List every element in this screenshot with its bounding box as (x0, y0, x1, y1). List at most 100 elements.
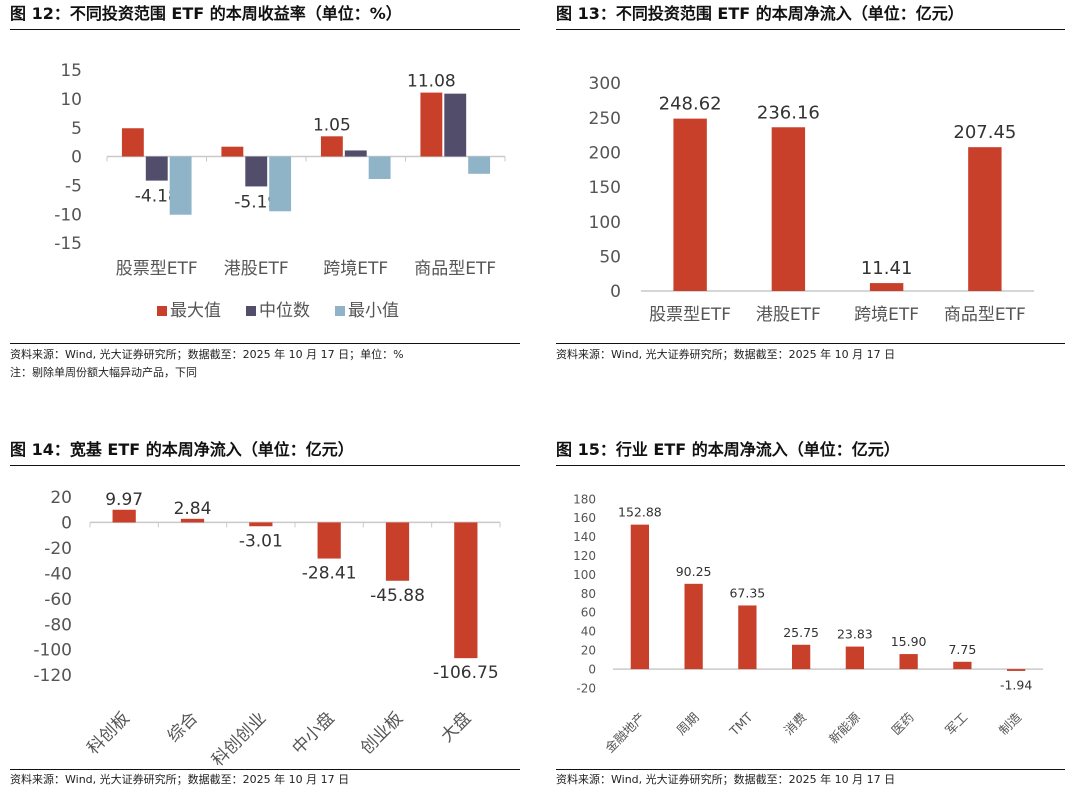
x-category-label: 周期 (673, 710, 701, 738)
bar (344, 150, 367, 157)
y-tick-label: 180 (573, 492, 596, 506)
bar (444, 93, 467, 157)
bar (791, 644, 811, 670)
figure-12-source-note: 资料来源：Wind, 光大证券研究所；数据截至：2025 年 10 月 17 日… (10, 348, 404, 361)
data-label: 67.35 (729, 585, 765, 600)
y-tick-label: 60 (581, 606, 596, 620)
bar (468, 156, 491, 174)
figure-12-bottom-rule (10, 343, 520, 344)
data-label: 1.05 (313, 115, 351, 135)
bar (368, 156, 391, 179)
bar (221, 146, 244, 157)
y-tick-label: -120 (33, 666, 72, 686)
figure-13-source-note: 资料来源：Wind, 光大证券研究所；数据截至：2025 年 10 月 17 日 (556, 348, 896, 361)
figure-14-bottom-rule (10, 769, 520, 770)
figure-14-source-note: 资料来源：Wind, 光大证券研究所；数据截至：2025 年 10 月 17 日 (10, 773, 350, 786)
bar (317, 522, 341, 559)
legend-swatch (246, 306, 256, 316)
data-label: 152.88 (618, 505, 662, 520)
y-tick-label: -20 (44, 539, 72, 559)
data-label: -106.75 (433, 663, 499, 683)
y-tick-label: -80 (44, 615, 72, 635)
x-category-label: 大盘 (437, 708, 475, 746)
figure-14-chart: 20 0 -20 -40 -60 -80 -100 -120 9.97 科创板 2.84 综合 -3.0… (33, 488, 501, 767)
figure-12-panel: 图 12：不同投资范围 ETF 的本周收益率（单位：%） 15 10 5 0 -5 -10… (10, 0, 520, 385)
figure-12-footnote: 注：剔除单周份额大幅异动产品，下同 (10, 366, 197, 379)
legend-swatch (335, 306, 345, 316)
bar (953, 661, 972, 670)
data-label: 11.41 (861, 258, 913, 279)
figure-15-top-rule (556, 465, 1065, 466)
x-category-label: TMT (726, 709, 756, 739)
y-tick-label: -10 (54, 205, 82, 225)
bar (454, 522, 478, 659)
bar (249, 522, 273, 527)
y-tick-label: 200 (589, 143, 621, 163)
bar (673, 118, 707, 291)
bar (121, 128, 144, 157)
x-category-label: 科创板 (83, 708, 133, 758)
figure-14-title: 图 14：宽基 ETF 的本周净流入（单位：亿元） (10, 440, 354, 459)
data-label: 90.25 (676, 564, 712, 579)
figure-14-panel: 图 14：宽基 ETF 的本周净流入（单位：亿元） 20 0 -20 -40 -60 -8… (10, 436, 520, 793)
y-tick-label: -60 (44, 590, 72, 610)
data-label: 23.83 (837, 627, 873, 642)
bar (269, 156, 292, 212)
x-category-label: 制造 (996, 709, 1025, 738)
data-label: 9.97 (105, 490, 143, 510)
data-label: -45.88 (370, 586, 425, 606)
y-tick-label: -100 (33, 641, 72, 661)
x-category-label: 综合 (164, 708, 202, 746)
figure-15-source-note: 资料来源：Wind, 光大证券研究所；数据截至：2025 年 10 月 17 日 (556, 773, 896, 786)
y-tick-label: 150 (589, 178, 621, 198)
bar (245, 156, 268, 187)
bar (968, 147, 1002, 291)
bar (169, 156, 192, 215)
x-category-label: 科创创业 (208, 708, 270, 767)
y-tick-label: 250 (589, 109, 621, 129)
y-tick-label: 160 (573, 511, 596, 525)
bar (684, 583, 703, 670)
legend-label: 最小值 (348, 301, 399, 321)
y-tick-label: 120 (573, 549, 596, 563)
bar (1006, 669, 1026, 671)
data-label: 236.16 (757, 102, 820, 123)
figure-15-chart: 180 160 140 120 100 80 60 40 20 0 -20 152.88 金融地产 90.… (573, 492, 1043, 755)
y-tick-label: 50 (599, 247, 621, 267)
x-category-label: 跨境ETF (854, 305, 919, 325)
legend-label: 最大值 (170, 301, 221, 321)
bar (869, 283, 904, 291)
y-tick-label: 0 (610, 282, 621, 302)
y-tick-label: 15 (60, 61, 82, 81)
bar (112, 509, 136, 523)
data-label: 207.45 (953, 122, 1016, 143)
y-tick-label: 40 (581, 625, 596, 639)
figure-13-top-rule (556, 29, 1065, 30)
y-tick-label: 20 (581, 644, 596, 658)
data-label: -1.94 (1000, 677, 1032, 692)
x-category-label: 港股ETF (224, 259, 289, 279)
figure-14-top-rule (10, 465, 520, 466)
bar (899, 654, 918, 670)
x-category-label: 消费 (781, 710, 809, 738)
figure-12-chart: 15 10 5 0 -5 -10 -15 -4.18 股票型ETF -5.19 港股ETF 1.05 跨… (54, 61, 506, 321)
y-tick-label: 20 (50, 488, 72, 508)
figure-13-panel: 图 13：不同投资范围 ETF 的本周净流入（单位：亿元） 300 250 200 1… (556, 0, 1065, 385)
y-tick-label: 100 (589, 213, 621, 233)
y-tick-label: 5 (71, 119, 82, 139)
data-label: 7.75 (948, 642, 976, 657)
data-label: -3.01 (239, 531, 283, 551)
y-tick-label: -40 (44, 564, 72, 584)
figure-13-bottom-rule (556, 343, 1065, 344)
x-category-label: 股票型ETF (116, 259, 198, 279)
x-category-label: 中小盘 (288, 708, 338, 758)
figure-15-bottom-rule (556, 769, 1065, 770)
data-label: 2.84 (174, 499, 212, 519)
figure-15-title: 图 15：行业 ETF 的本周净流入（单位：亿元） (556, 440, 900, 459)
x-category-label: 港股ETF (756, 305, 821, 325)
y-tick-label: -20 (576, 681, 596, 695)
figure-12-top-rule (10, 29, 520, 30)
x-category-label: 股票型ETF (649, 305, 731, 325)
bar (385, 522, 410, 581)
data-label: 15.90 (891, 634, 927, 649)
